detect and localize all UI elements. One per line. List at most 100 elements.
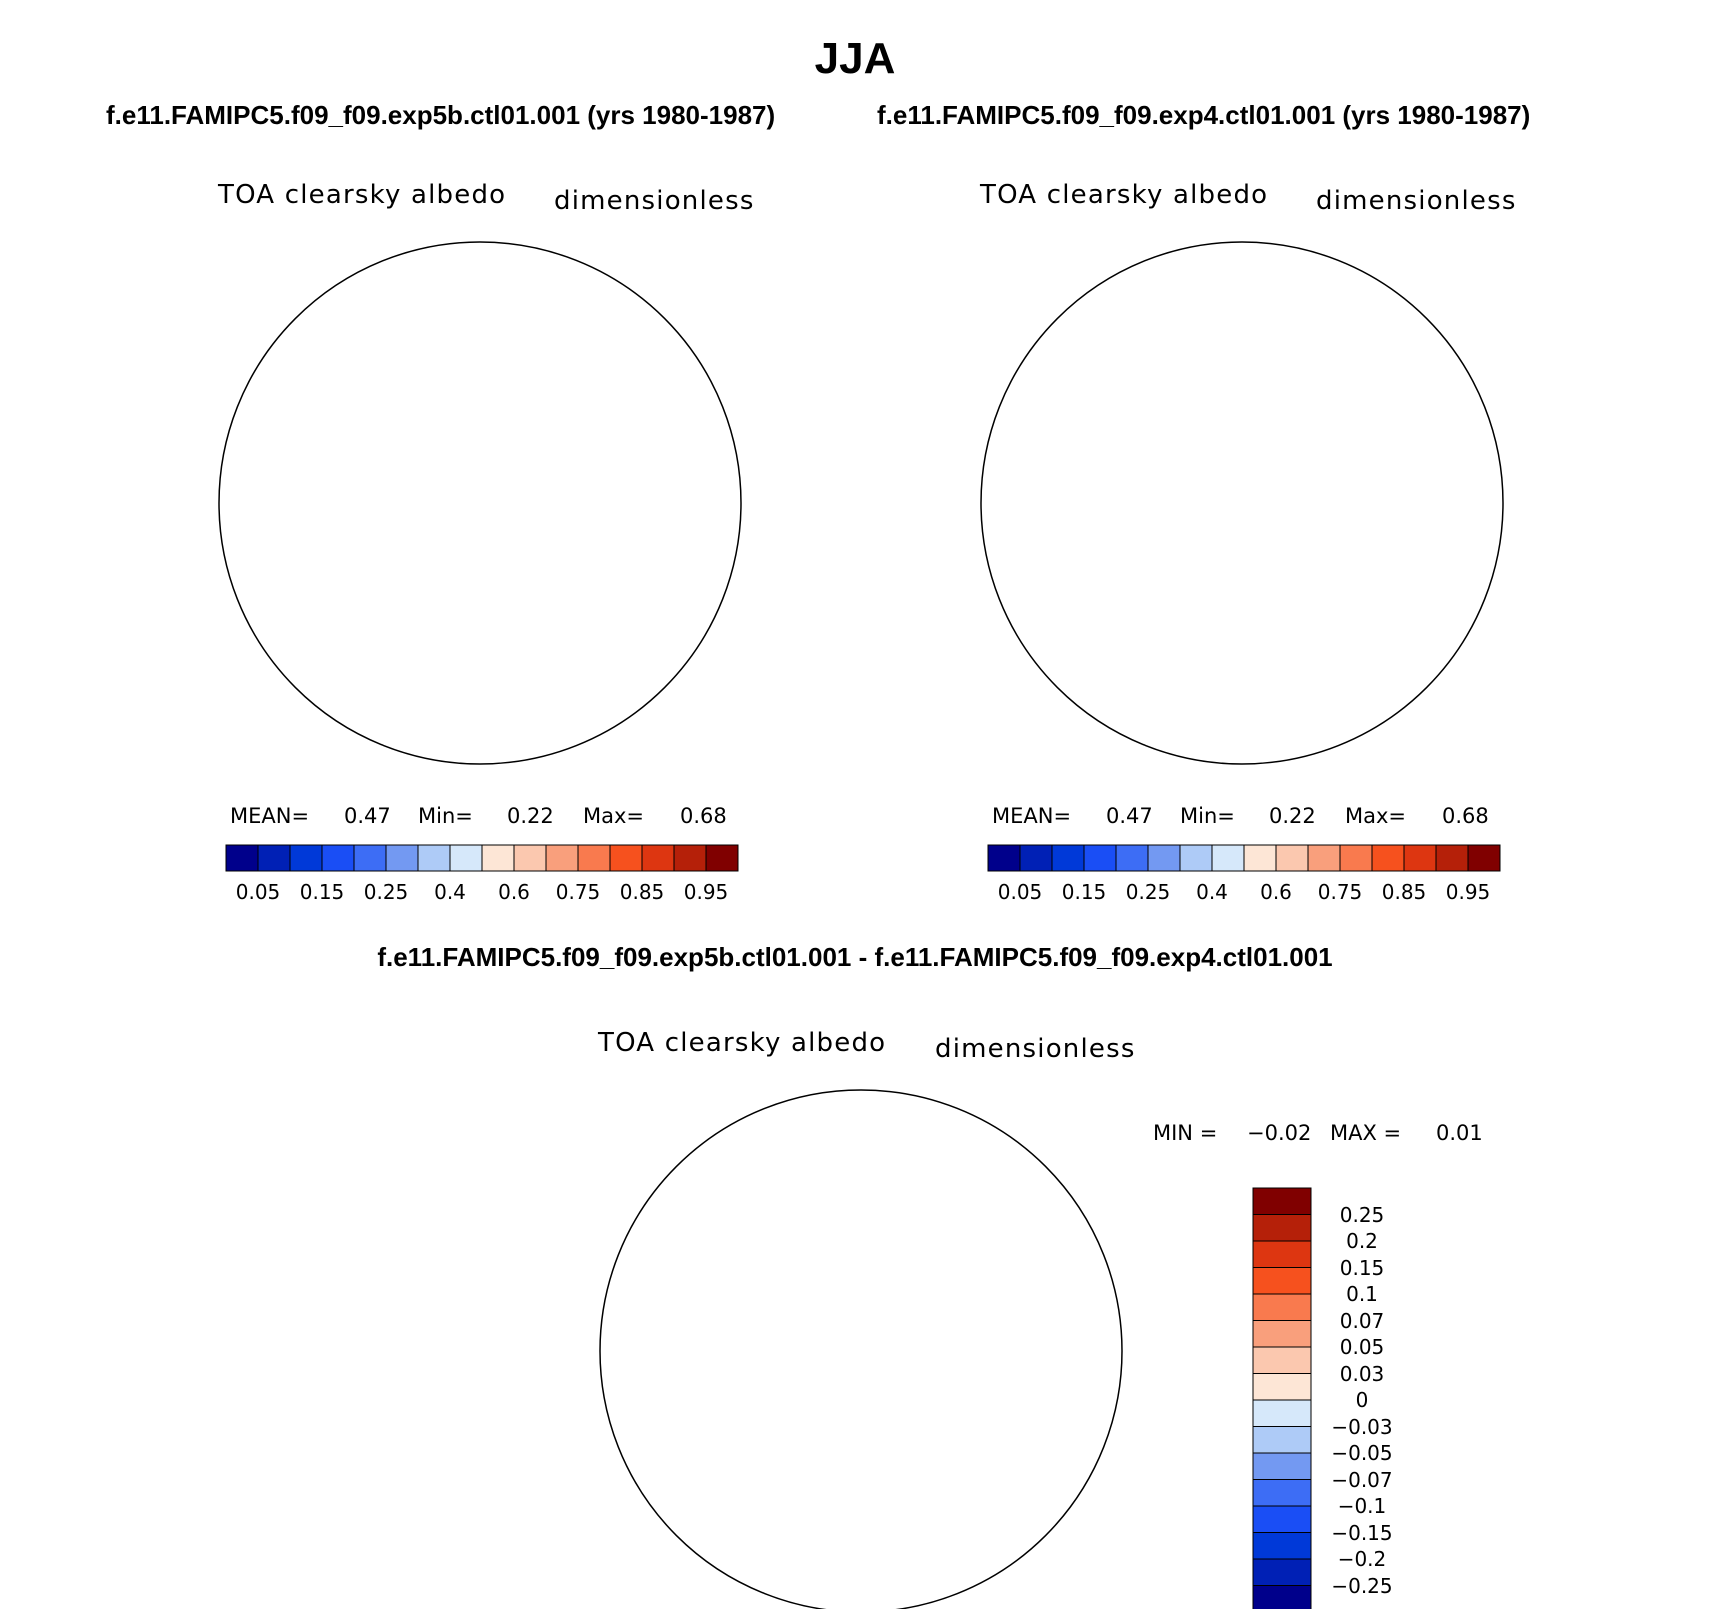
panel1-colorbar-tick-label: 0.05 xyxy=(235,880,281,904)
panel2-colorbar-tick-label: 0.95 xyxy=(1445,880,1491,904)
panel2-colorbar-tick-label: 0.15 xyxy=(1061,880,1107,904)
panel1-max-value: 0.68 xyxy=(680,804,727,828)
season-title: JJA xyxy=(814,34,896,83)
difference-colorbar-box xyxy=(1252,1452,1312,1480)
panel2-colorbar-box xyxy=(1371,844,1405,872)
panel1-max-label: Max= xyxy=(583,804,645,828)
difference-map xyxy=(599,1089,1123,1609)
diff-variable-label: TOA clearsky albedo xyxy=(598,1028,887,1058)
panel2-colorbar-box xyxy=(1339,844,1373,872)
panel1-colorbar-tick-label: 0.25 xyxy=(363,880,409,904)
panel2-colorbar-box xyxy=(1275,844,1309,872)
panel1-colorbar-box xyxy=(481,844,515,872)
panel2-colorbar-box xyxy=(1307,844,1341,872)
panel1-colorbar-box xyxy=(545,844,579,872)
panel1-min-value: 0.22 xyxy=(507,804,554,828)
panel1-variable-label: TOA clearsky albedo xyxy=(218,180,507,210)
panel2-colorbar-box xyxy=(1467,844,1501,872)
panel2-colorbar-box xyxy=(1115,844,1149,872)
panel2-colorbar xyxy=(987,844,1501,872)
panel2-colorbar-tick-label: 0.05 xyxy=(997,880,1043,904)
difference-colorbar-box xyxy=(1252,1558,1312,1586)
difference-colorbar-tick-label: 0.25 xyxy=(1339,1202,1385,1227)
difference-colorbar-box xyxy=(1252,1240,1312,1268)
difference-colorbar-box xyxy=(1252,1479,1312,1507)
panel1-min-label: Min= xyxy=(418,804,473,828)
difference-colorbar-box xyxy=(1252,1399,1312,1427)
panel2-colorbar-box xyxy=(1243,844,1277,872)
panel1-colorbar xyxy=(225,844,739,872)
panel1-colorbar-box xyxy=(417,844,451,872)
panel2-max-value: 0.68 xyxy=(1442,804,1489,828)
panel1-colorbar-box xyxy=(513,844,547,872)
panel1-colorbar-box xyxy=(705,844,739,872)
difference-colorbar-tick-label: 0.05 xyxy=(1339,1335,1385,1359)
panel2-mean-label: MEAN= xyxy=(992,804,1072,828)
panel1-colorbar-tick-label: 0.4 xyxy=(434,880,466,904)
diff-units-label: dimensionless xyxy=(935,1034,1136,1064)
panel1-colorbar-tick-label: 0.15 xyxy=(299,880,345,904)
panel2-colorbar-box xyxy=(1147,844,1181,872)
panel1-colorbar-tick-label: 0.6 xyxy=(498,880,530,904)
difference-colorbar-tick-label: −0.05 xyxy=(1331,1441,1393,1465)
panel1-mean-label: MEAN= xyxy=(230,804,310,828)
panel1-mean-value: 0.47 xyxy=(344,804,391,828)
panel1-colorbar-tick-label: 0.75 xyxy=(555,880,601,904)
diff-min-label: MIN = xyxy=(1153,1121,1218,1145)
panel2-colorbar-box xyxy=(1403,844,1437,872)
diff-max-label: MAX = xyxy=(1330,1121,1402,1145)
panel2-colorbar-box xyxy=(987,844,1021,872)
panel2-min-value: 0.22 xyxy=(1269,804,1316,828)
panel1-units-label: dimensionless xyxy=(554,186,755,216)
panel2-colorbar-box xyxy=(1083,844,1117,872)
difference-title: f.e11.FAMIPC5.f09_f09.exp5b.ctl01.001 - … xyxy=(377,942,1333,972)
panel2-colorbar-box xyxy=(1019,844,1053,872)
difference-colorbar-tick-label: 0.1 xyxy=(1346,1282,1378,1306)
difference-colorbar-box xyxy=(1252,1585,1312,1609)
panel1-colorbar-tick-label: 0.85 xyxy=(619,880,665,904)
panel2-colorbar-tick-label: 0.6 xyxy=(1260,880,1292,904)
difference-colorbar-tick-label: −0.03 xyxy=(1331,1414,1393,1439)
panel2-colorbar-tick-label: 0.4 xyxy=(1196,880,1228,904)
panel1-colorbar-box xyxy=(321,844,355,872)
difference-colorbar-tick-label: −0.1 xyxy=(1337,1494,1387,1518)
difference-colorbar-box xyxy=(1252,1320,1312,1348)
panel2-mean-value: 0.47 xyxy=(1106,804,1153,828)
panel2-colorbar-box xyxy=(1051,844,1085,872)
case2-title: f.e11.FAMIPC5.f09_f09.exp4.ctl01.001 (yr… xyxy=(877,100,1531,130)
difference-colorbar-box xyxy=(1252,1267,1312,1295)
difference-colorbar-box xyxy=(1252,1505,1312,1533)
difference-colorbar-tick-label: 0.07 xyxy=(1339,1308,1385,1333)
panel1-colorbar-box xyxy=(673,844,707,872)
panel1-colorbar-box xyxy=(577,844,611,872)
difference-colorbar-tick-label: 0.03 xyxy=(1339,1361,1385,1386)
panel2-min-label: Min= xyxy=(1180,804,1235,828)
difference-colorbar-tick-label: 0 xyxy=(1355,1388,1369,1412)
panel2-max-label: Max= xyxy=(1345,804,1407,828)
difference-colorbar-tick-label: −0.25 xyxy=(1331,1573,1393,1598)
panel2-units-label: dimensionless xyxy=(1316,186,1517,216)
panel1-colorbar-box xyxy=(385,844,419,872)
difference-colorbar-box xyxy=(1252,1373,1312,1401)
difference-colorbar xyxy=(1252,1187,1312,1609)
panel2-colorbar-box xyxy=(1179,844,1213,872)
diff-min-value: −0.02 xyxy=(1247,1121,1312,1145)
difference-colorbar-tick-label: −0.07 xyxy=(1331,1467,1393,1492)
difference-colorbar-tick-label: −0.2 xyxy=(1337,1547,1387,1571)
panel1-colorbar-box xyxy=(225,844,259,872)
difference-colorbar-tick-label: 0.2 xyxy=(1346,1229,1378,1253)
panel1-map xyxy=(218,241,750,773)
panel2-colorbar-tick-label: 0.85 xyxy=(1381,880,1427,904)
panel1-colorbar-box xyxy=(353,844,387,872)
difference-colorbar-box xyxy=(1252,1426,1312,1454)
panel2-colorbar-tick-label: 0.25 xyxy=(1125,880,1171,904)
diff-max-value: 0.01 xyxy=(1436,1121,1483,1145)
panel2-colorbar-box xyxy=(1435,844,1469,872)
panel1-colorbar-box xyxy=(289,844,323,872)
panel2-colorbar-tick-label: 0.75 xyxy=(1317,880,1363,904)
case1-title: f.e11.FAMIPC5.f09_f09.exp5b.ctl01.001 (y… xyxy=(106,100,776,130)
panel1-colorbar-box xyxy=(609,844,643,872)
difference-colorbar-tick-label: −0.15 xyxy=(1331,1520,1393,1545)
difference-colorbar-box xyxy=(1252,1214,1312,1242)
